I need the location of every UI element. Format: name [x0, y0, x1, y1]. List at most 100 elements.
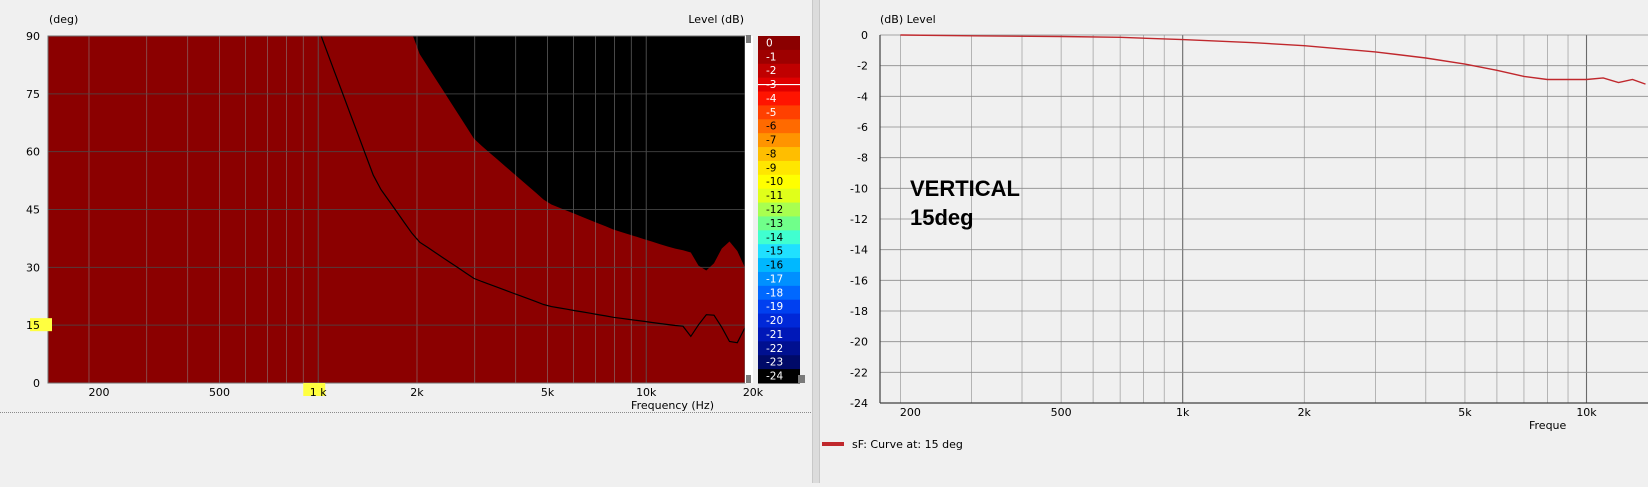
colorbar-swatch [758, 63, 800, 79]
colorbar-swatch [758, 49, 800, 65]
colorbar-swatch [758, 327, 800, 342]
map-grid [48, 36, 745, 383]
fr-y-tick-label: -8 [857, 152, 868, 165]
map-y-tick-label: 60 [26, 146, 40, 159]
frequency-response-chart: (dB) Level 0 -2 -4 -6 -8 -10 -12 -14 -16 -18 -20 -2… [822, 13, 1648, 451]
map-y-tick-label: 0 [33, 377, 40, 390]
map-y-unit-label: (deg) [49, 13, 78, 26]
fr-x-tick-label: 200 [900, 406, 921, 419]
colorbar-swatch [758, 119, 800, 134]
fr-y-tick-label: -18 [850, 305, 868, 318]
colorbar-label: -6 [766, 121, 777, 133]
colorbar-swatch [758, 91, 800, 106]
legend-swatch [822, 442, 844, 446]
fr-x-tick-label: 1k [1176, 406, 1190, 419]
fr-y-tick-label: -12 [850, 213, 868, 226]
colorbar-label: -13 [766, 218, 783, 230]
colorbar-label: -7 [766, 135, 776, 147]
frequency-response-panel: (dB) Level 0 -2 -4 -6 -8 -10 -12 -14 -16 -18 -20 -2… [820, 0, 1648, 483]
map-y-tick-label: 15 [26, 319, 40, 332]
fr-y-tick-label: 0 [861, 29, 868, 42]
map-x-tick-label: 200 [88, 386, 109, 399]
map-y-highlight [30, 318, 52, 332]
colorbar-swatch [758, 188, 800, 204]
colorbar-label: -19 [766, 301, 783, 313]
colorbar-label: -10 [766, 176, 783, 188]
colorbar-label: -8 [766, 148, 776, 160]
colorbar-label: -17 [766, 273, 783, 285]
colorbar-label: 0 [766, 37, 773, 49]
colorbar-label: -4 [766, 93, 777, 105]
colorbar-swatch [758, 133, 800, 148]
colorbar-label: -2 [766, 65, 776, 77]
map-scrollbar-track[interactable] [745, 36, 753, 383]
colorbar-swatch [758, 341, 800, 356]
colorbar-label: -11 [766, 190, 783, 202]
map-x-ticks: 200 500 1 k 2k 5k 10k 20k [88, 383, 764, 399]
panel-splitter[interactable] [812, 0, 820, 483]
fr-x-ticks: 200 500 1k 2k 5k 10k [900, 406, 1597, 419]
fr-y-tick-label: -20 [850, 336, 868, 349]
fr-y-tick-label: -16 [850, 274, 868, 287]
map-y-ticks: 0 15 30 45 60 75 90 [26, 30, 52, 390]
colorbar-swatch [758, 355, 800, 370]
fr-y-ticks: 0 -2 -4 -6 -8 -10 -12 -14 -16 -18 -20 -22 -24 [850, 29, 868, 410]
colorbar-swatch [758, 160, 800, 176]
colorbar-swatch [758, 299, 800, 315]
fr-y-tick-label: -24 [850, 397, 868, 410]
fr-y-tick-label: -14 [850, 244, 868, 257]
colorbar-label: -14 [766, 232, 783, 244]
colorbar-label: -16 [766, 260, 783, 272]
colorbar-label: -21 [766, 329, 783, 341]
polar-map-panel: (deg) Level (dB) Frequency (Hz) 0 15 30 45 6… [0, 0, 813, 413]
colorbar-label: -5 [766, 107, 776, 119]
map-x-tick-label: 1 k [310, 386, 327, 399]
map-x-tick-label: 500 [209, 386, 230, 399]
map-x-tick-label: 2k [410, 386, 424, 399]
colorbar-swatch [758, 147, 800, 162]
map-x-tick-label: 5k [541, 386, 555, 399]
colorbar-label: -18 [766, 287, 783, 299]
fr-y-tick-label: -4 [857, 90, 868, 103]
map-scroll-handle-top[interactable] [746, 35, 751, 43]
colorbar-swatch [758, 271, 800, 287]
map-colorbar: 0-1-2-3-4-5-6-7-8-9-10-11-12-13-14-15-16… [758, 36, 800, 384]
colorbar-swatch [758, 216, 800, 231]
map-x-tick-label: 20k [743, 386, 764, 399]
colorbar-swatch [758, 105, 800, 120]
map-scroll-handle-bottom[interactable] [746, 375, 751, 383]
map-x-unit-label: Frequency (Hz) [631, 399, 714, 412]
fr-y-tick-label: -2 [857, 60, 868, 73]
colorbar-swatch [758, 174, 800, 190]
colorbar-swatch [758, 202, 800, 217]
fr-y-tick-label: -22 [850, 366, 868, 379]
colorbar-label: -15 [766, 246, 783, 258]
map-minus3db-curve [320, 36, 745, 344]
colorbar-label: -9 [766, 162, 776, 174]
polar-map-chart: (deg) Level (dB) Frequency (Hz) 0 15 30 45 6… [26, 13, 805, 412]
fr-x-label: Freque [1529, 419, 1567, 432]
colorbar-swatch [758, 313, 800, 328]
fr-x-tick-label: 2k [1298, 406, 1312, 419]
fr-x-tick-label: 5k [1458, 406, 1472, 419]
colorbar-handle-bottom[interactable] [798, 375, 805, 383]
fr-x-tick-label: 10k [1576, 406, 1597, 419]
colorbar-swatch [758, 36, 800, 51]
map-y-tick-label: 45 [26, 204, 40, 217]
colorbar-swatch [758, 285, 800, 301]
map-level-label: Level (dB) [688, 13, 744, 26]
map-y-tick-label: 30 [26, 261, 40, 274]
colorbar-label: -12 [766, 204, 783, 216]
fr-grid [879, 34, 1648, 404]
colorbar-label: -1 [766, 51, 776, 63]
map-y-tick-label: 90 [26, 30, 40, 43]
fr-x-tick-label: 500 [1051, 406, 1072, 419]
fr-curve-15deg [900, 34, 1646, 85]
colorbar-label: -24 [766, 371, 783, 383]
colorbar-label: -22 [766, 343, 783, 355]
fr-y-label: (dB) Level [880, 13, 936, 26]
map-x-tick-label: 10k [636, 386, 657, 399]
legend-entry[interactable]: sF: Curve at: 15 deg [852, 438, 963, 451]
colorbar-label: -23 [766, 357, 783, 369]
vertical-annotation: VERTICAL 15deg [910, 176, 1020, 230]
